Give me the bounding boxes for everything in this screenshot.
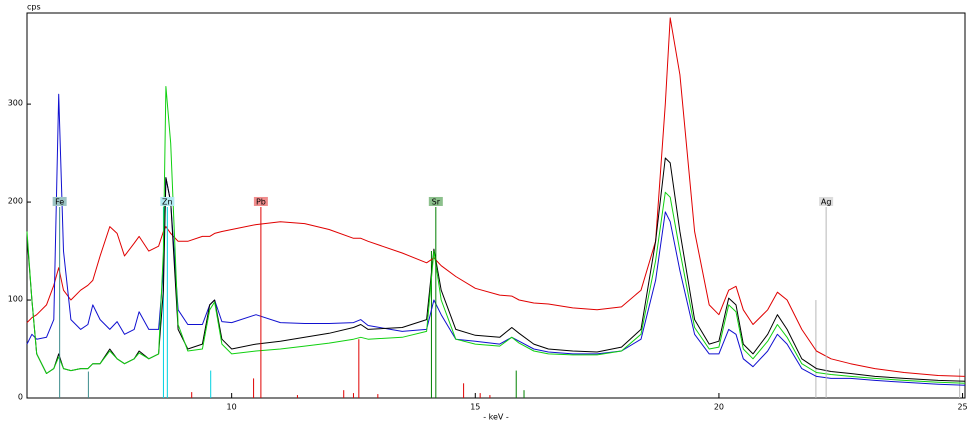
element-label: Zn	[162, 197, 173, 206]
element-label-box	[819, 196, 834, 206]
spectrum-line	[26, 86, 966, 384]
x-tick-label: 10	[227, 403, 237, 412]
element-label: Sr	[432, 197, 441, 206]
x-tick-label: 15	[470, 403, 480, 412]
y-tick-label: 200	[8, 197, 23, 206]
element-label: Fe	[55, 197, 64, 206]
element-label-box	[160, 196, 175, 206]
spectrum-line	[26, 93, 966, 386]
element-label-box	[52, 196, 67, 206]
y-tick-label: 300	[8, 99, 23, 108]
element-label-box	[428, 196, 443, 206]
y-tick-label: 100	[8, 295, 23, 304]
plot-frame	[26, 12, 966, 399]
y-tick-label: 0	[18, 393, 23, 402]
element-label: Pb	[256, 197, 266, 206]
element-label: Ag	[821, 197, 832, 206]
spectrum-line	[26, 17, 966, 377]
y-axis-label: cps	[27, 3, 41, 12]
x-tick-label: 25	[957, 403, 967, 412]
x-tick-label: 20	[714, 403, 724, 412]
element-label-box	[253, 196, 268, 206]
spectrum-line	[26, 157, 966, 382]
x-axis-label: - keV -	[483, 413, 509, 422]
